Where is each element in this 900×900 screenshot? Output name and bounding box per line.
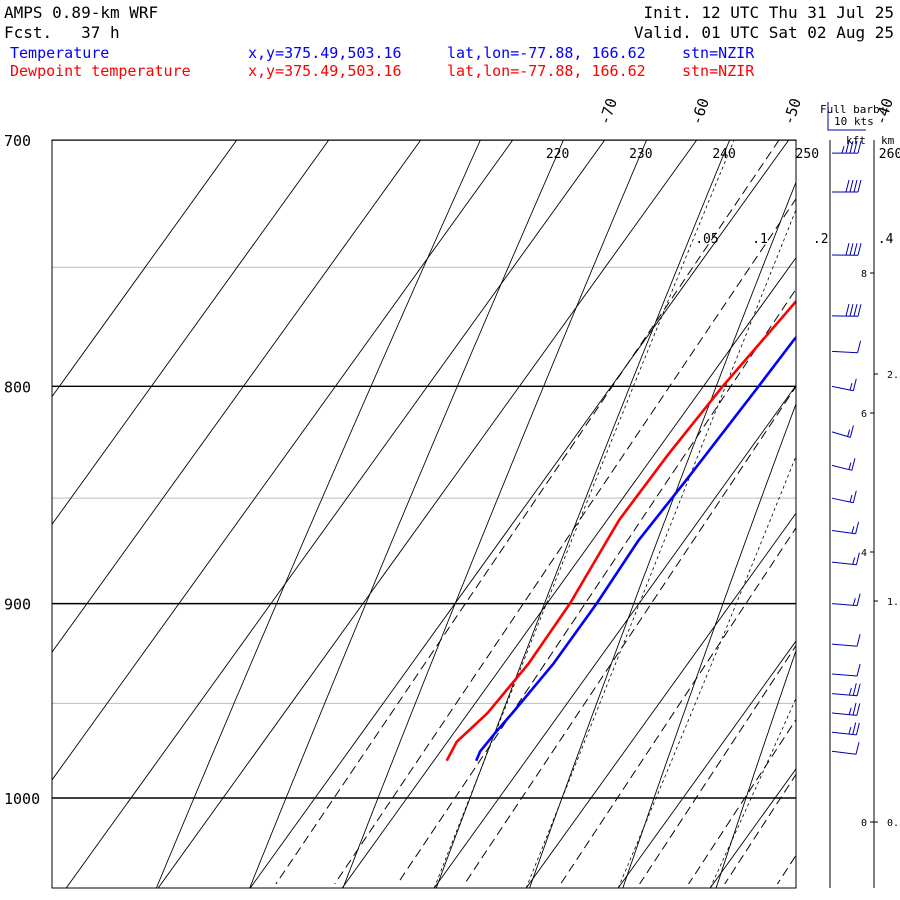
wind-barb bbox=[831, 552, 860, 566]
plot-area bbox=[52, 114, 900, 889]
dry-adiabat-line bbox=[155, 140, 481, 888]
dry-adiabat-label: 220 bbox=[546, 147, 569, 162]
legend-temperature-latlon: lat,lon=-77.88, 166.62 bbox=[447, 44, 646, 62]
wind-panel-title: Full barb: bbox=[820, 103, 886, 116]
legend-temperature-stn: stn=NZIR bbox=[682, 44, 755, 62]
wind-barb bbox=[831, 702, 861, 716]
kft-tick-label: 8 bbox=[861, 269, 867, 280]
pressure-tick-label: 700 bbox=[4, 132, 31, 150]
pressure-tick-label: 1000 bbox=[4, 790, 40, 808]
isotherm-line bbox=[433, 384, 796, 888]
moist-adiabat-line bbox=[617, 455, 796, 888]
mixing-ratio-line bbox=[560, 526, 796, 885]
wind-barb bbox=[831, 593, 861, 607]
kft-tick-label: 6 bbox=[861, 409, 867, 420]
isotherm-line bbox=[52, 140, 422, 653]
moist-adiabat-line bbox=[802, 114, 900, 889]
moist-adiabat-line bbox=[894, 114, 900, 889]
legend-dewpoint-xy: x,y=375.49,503.16 bbox=[248, 62, 402, 80]
isotherm-line bbox=[341, 256, 796, 888]
kft-tick-label: 4 bbox=[861, 548, 867, 559]
wind-panel-subtitle: 10 kts bbox=[834, 115, 874, 128]
dry-adiabat-line bbox=[435, 140, 731, 888]
dry-adiabat-line bbox=[715, 649, 796, 888]
wind-barb bbox=[831, 634, 861, 647]
dry-adiabat-line bbox=[529, 180, 796, 888]
pressure-tick-label: 800 bbox=[4, 378, 31, 396]
mixing-ratio-line bbox=[334, 197, 796, 885]
mixing-ratio-line bbox=[688, 718, 796, 885]
dry-adiabat-line bbox=[342, 140, 648, 888]
valid-time: Valid. 01 UTC Sat 02 Aug 25 bbox=[633, 23, 894, 42]
km-tick-label: 2. bbox=[887, 370, 899, 381]
dry-adiabat-label: 250 bbox=[796, 147, 819, 162]
isotherm-line bbox=[617, 640, 796, 888]
legend-dewpoint-latlon: lat,lon=-77.88, 166.62 bbox=[447, 62, 646, 80]
kft-axis-label: kft bbox=[846, 134, 866, 147]
wind-barb bbox=[831, 242, 862, 256]
isotherm-line bbox=[249, 140, 790, 888]
temperature-trace bbox=[475, 335, 796, 762]
km-tick-label: 1. bbox=[887, 597, 899, 608]
moist-adiabat-line bbox=[709, 697, 796, 888]
mixing-ratio-label: .4 bbox=[878, 232, 894, 247]
isotherm-line bbox=[525, 512, 796, 888]
temperature-tick-label: -50 bbox=[779, 96, 804, 127]
pressure-tick-label: 900 bbox=[4, 596, 31, 614]
wind-barb bbox=[831, 303, 862, 317]
mixing-ratio-line bbox=[396, 288, 796, 885]
wind-barb bbox=[831, 458, 856, 471]
plot-frame bbox=[51, 139, 797, 889]
wind-barb bbox=[831, 521, 860, 535]
mixing-ratio-line bbox=[464, 385, 796, 885]
reference-barb bbox=[827, 102, 866, 131]
dry-adiabat-label: 230 bbox=[629, 147, 652, 162]
kft-tick-label: 0 bbox=[861, 818, 867, 829]
dewpoint-trace bbox=[445, 299, 796, 762]
wind-barb bbox=[831, 140, 862, 154]
forecast-hour: Fcst. 37 h bbox=[4, 23, 120, 42]
wind-barb bbox=[831, 490, 857, 504]
isotherm-line bbox=[65, 140, 606, 888]
legend-temperature-label: Temperature bbox=[10, 44, 110, 62]
model-title: AMPS 0.89-km WRF bbox=[4, 3, 159, 22]
dry-adiabat-label: 260 bbox=[879, 147, 900, 162]
wind-barb bbox=[831, 722, 860, 736]
wind-barb bbox=[831, 663, 861, 677]
dry-adiabat-line bbox=[622, 402, 796, 888]
legend-temperature-xy: x,y=375.49,503.16 bbox=[248, 44, 402, 62]
wind-barb bbox=[831, 425, 854, 438]
isotherm-line bbox=[52, 140, 514, 781]
init-time: Init. 12 UTC Thu 31 Jul 25 bbox=[643, 3, 894, 22]
legend-dewpoint-stn: stn=NZIR bbox=[682, 62, 755, 80]
isotherm-line bbox=[894, 140, 900, 888]
moist-adiabat-line bbox=[525, 208, 796, 888]
isotherm-line bbox=[709, 768, 796, 888]
km-axis-label: km bbox=[881, 134, 895, 147]
wind-barb bbox=[831, 378, 857, 392]
wind-barb bbox=[831, 179, 862, 193]
isotherm-line bbox=[52, 140, 238, 398]
dry-adiabat-label: 240 bbox=[712, 147, 735, 162]
mixing-ratio-line bbox=[639, 644, 796, 885]
temperature-tick-label: -60 bbox=[687, 96, 712, 127]
wind-barb bbox=[831, 742, 860, 755]
mixing-ratio-label: .1 bbox=[752, 232, 768, 247]
mixing-ratio-label: .2 bbox=[813, 232, 829, 247]
wind-barb bbox=[831, 683, 861, 697]
km-tick-label: 0. bbox=[887, 818, 899, 829]
mixing-ratio-line bbox=[275, 140, 780, 885]
isotherm-line bbox=[52, 140, 330, 526]
legend-dewpoint-label: Dewpoint temperature bbox=[10, 62, 191, 80]
mixing-ratio-label: .05 bbox=[695, 232, 718, 247]
isotherm-line bbox=[157, 140, 698, 888]
moist-adiabat-line bbox=[433, 140, 735, 888]
wind-barb bbox=[831, 340, 862, 354]
temperature-tick-label: -70 bbox=[595, 96, 620, 127]
dry-adiabat-line bbox=[249, 140, 564, 888]
